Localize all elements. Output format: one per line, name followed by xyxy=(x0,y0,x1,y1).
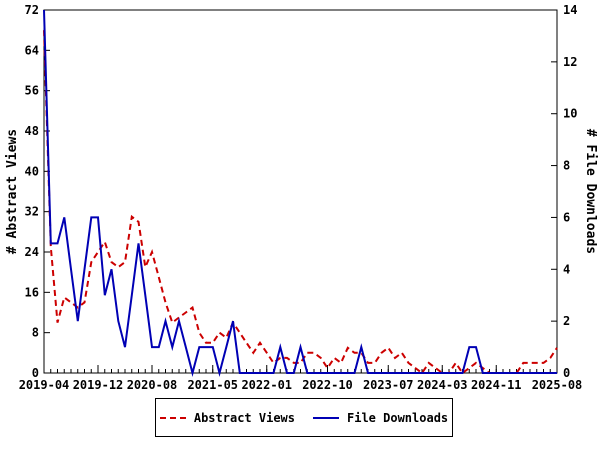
x-axis-tick-label: 2022-10 xyxy=(302,378,353,392)
right-axis-tick-label: 12 xyxy=(563,55,577,69)
right-axis-tick-label: 6 xyxy=(563,210,570,224)
left-axis-tick-label: 24 xyxy=(25,245,39,259)
legend-label-abstract-views: Abstract Views xyxy=(193,410,295,425)
left-axis-tick-label: 0 xyxy=(32,366,39,380)
legend: Abstract Views File Downloads xyxy=(155,398,453,437)
x-axis-tick-label: 2019-04 xyxy=(19,378,70,392)
left-axis-tick-label: 72 xyxy=(25,3,39,17)
right-axis-title: # File Downloads xyxy=(583,129,598,254)
x-axis-tick-label: 2024-03 xyxy=(417,378,468,392)
left-axis-tick-label: 8 xyxy=(32,326,39,340)
x-axis-tick-label: 2019-12 xyxy=(73,378,124,392)
left-axis-tick-label: 40 xyxy=(25,164,39,178)
abstract-views-dashed-line-sample xyxy=(159,416,186,419)
x-axis-tick-label: 2021-05 xyxy=(187,378,238,392)
file-downloads-solid-line-sample xyxy=(313,416,339,419)
abstract-views-line xyxy=(43,30,558,375)
left-axis-tick-label: 48 xyxy=(25,124,39,138)
left-axis-tick-label: 64 xyxy=(25,43,39,57)
right-axis-tick-label: 2 xyxy=(563,314,570,328)
file-downloads-line xyxy=(43,9,557,377)
right-axis-tick-label: 4 xyxy=(563,262,570,276)
right-axis-tick-label: 8 xyxy=(563,159,570,173)
left-axis-tick-label: 32 xyxy=(25,205,39,219)
left-axis-title: # Abstract Views xyxy=(5,129,20,254)
x-axis-tick-label: 2025-08 xyxy=(532,378,583,392)
left-axis-tick-label: 56 xyxy=(25,84,39,98)
left-axis-tick-label: 16 xyxy=(25,285,39,299)
x-axis-tick-label: 2022-01 xyxy=(241,378,292,392)
right-axis-tick-label: 0 xyxy=(563,366,570,380)
x-axis-tick-label: 2024-11 xyxy=(471,378,522,392)
legend-entry-abstract-views: Abstract Views xyxy=(159,410,295,425)
legend-label-file-downloads: File Downloads xyxy=(347,410,449,425)
plot-frame xyxy=(43,9,558,374)
right-axis-tick-label: 14 xyxy=(563,3,577,17)
right-axis-tick-label: 10 xyxy=(563,107,577,121)
x-axis-tick-label: 2023-07 xyxy=(363,378,414,392)
legend-entry-file-downloads: File Downloads xyxy=(313,411,448,425)
x-axis-tick-label: 2020-08 xyxy=(127,378,178,392)
